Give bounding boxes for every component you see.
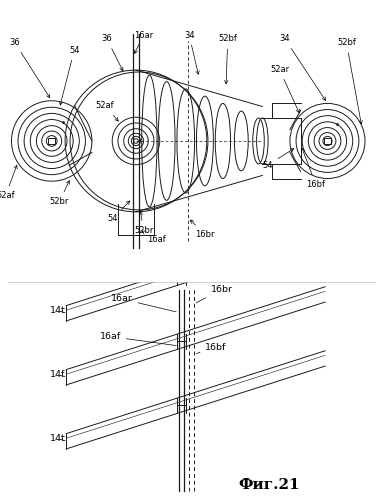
Text: 52bf: 52bf (218, 34, 237, 84)
Text: 16bf: 16bf (196, 343, 227, 353)
Text: 16bf: 16bf (301, 148, 326, 189)
Text: 54: 54 (107, 201, 130, 224)
Text: 52bf: 52bf (337, 38, 362, 124)
Text: 16ar: 16ar (134, 30, 153, 53)
Text: 16br: 16br (190, 220, 215, 239)
Text: 14f: 14f (49, 370, 65, 379)
Text: 16af: 16af (100, 332, 176, 346)
Text: 16af: 16af (142, 231, 166, 245)
Text: 36: 36 (101, 34, 123, 71)
Text: 52br: 52br (134, 212, 154, 235)
Text: 16br: 16br (196, 284, 233, 303)
Text: 52br: 52br (50, 181, 69, 206)
Text: 54: 54 (262, 149, 294, 170)
Text: 34: 34 (184, 30, 199, 74)
Text: 52af: 52af (0, 165, 17, 201)
Text: 52ar: 52ar (270, 65, 300, 113)
Text: 16ar: 16ar (111, 294, 176, 312)
Text: 34: 34 (280, 34, 326, 100)
Text: 54: 54 (59, 46, 79, 105)
Bar (48, 138, 55, 144)
Bar (324, 138, 331, 144)
Text: Фиг.21: Фиг.21 (239, 478, 300, 492)
Text: 36: 36 (10, 38, 50, 98)
Text: 14t: 14t (49, 306, 65, 315)
Text: 52af: 52af (96, 101, 118, 121)
Text: 14t: 14t (49, 434, 65, 443)
